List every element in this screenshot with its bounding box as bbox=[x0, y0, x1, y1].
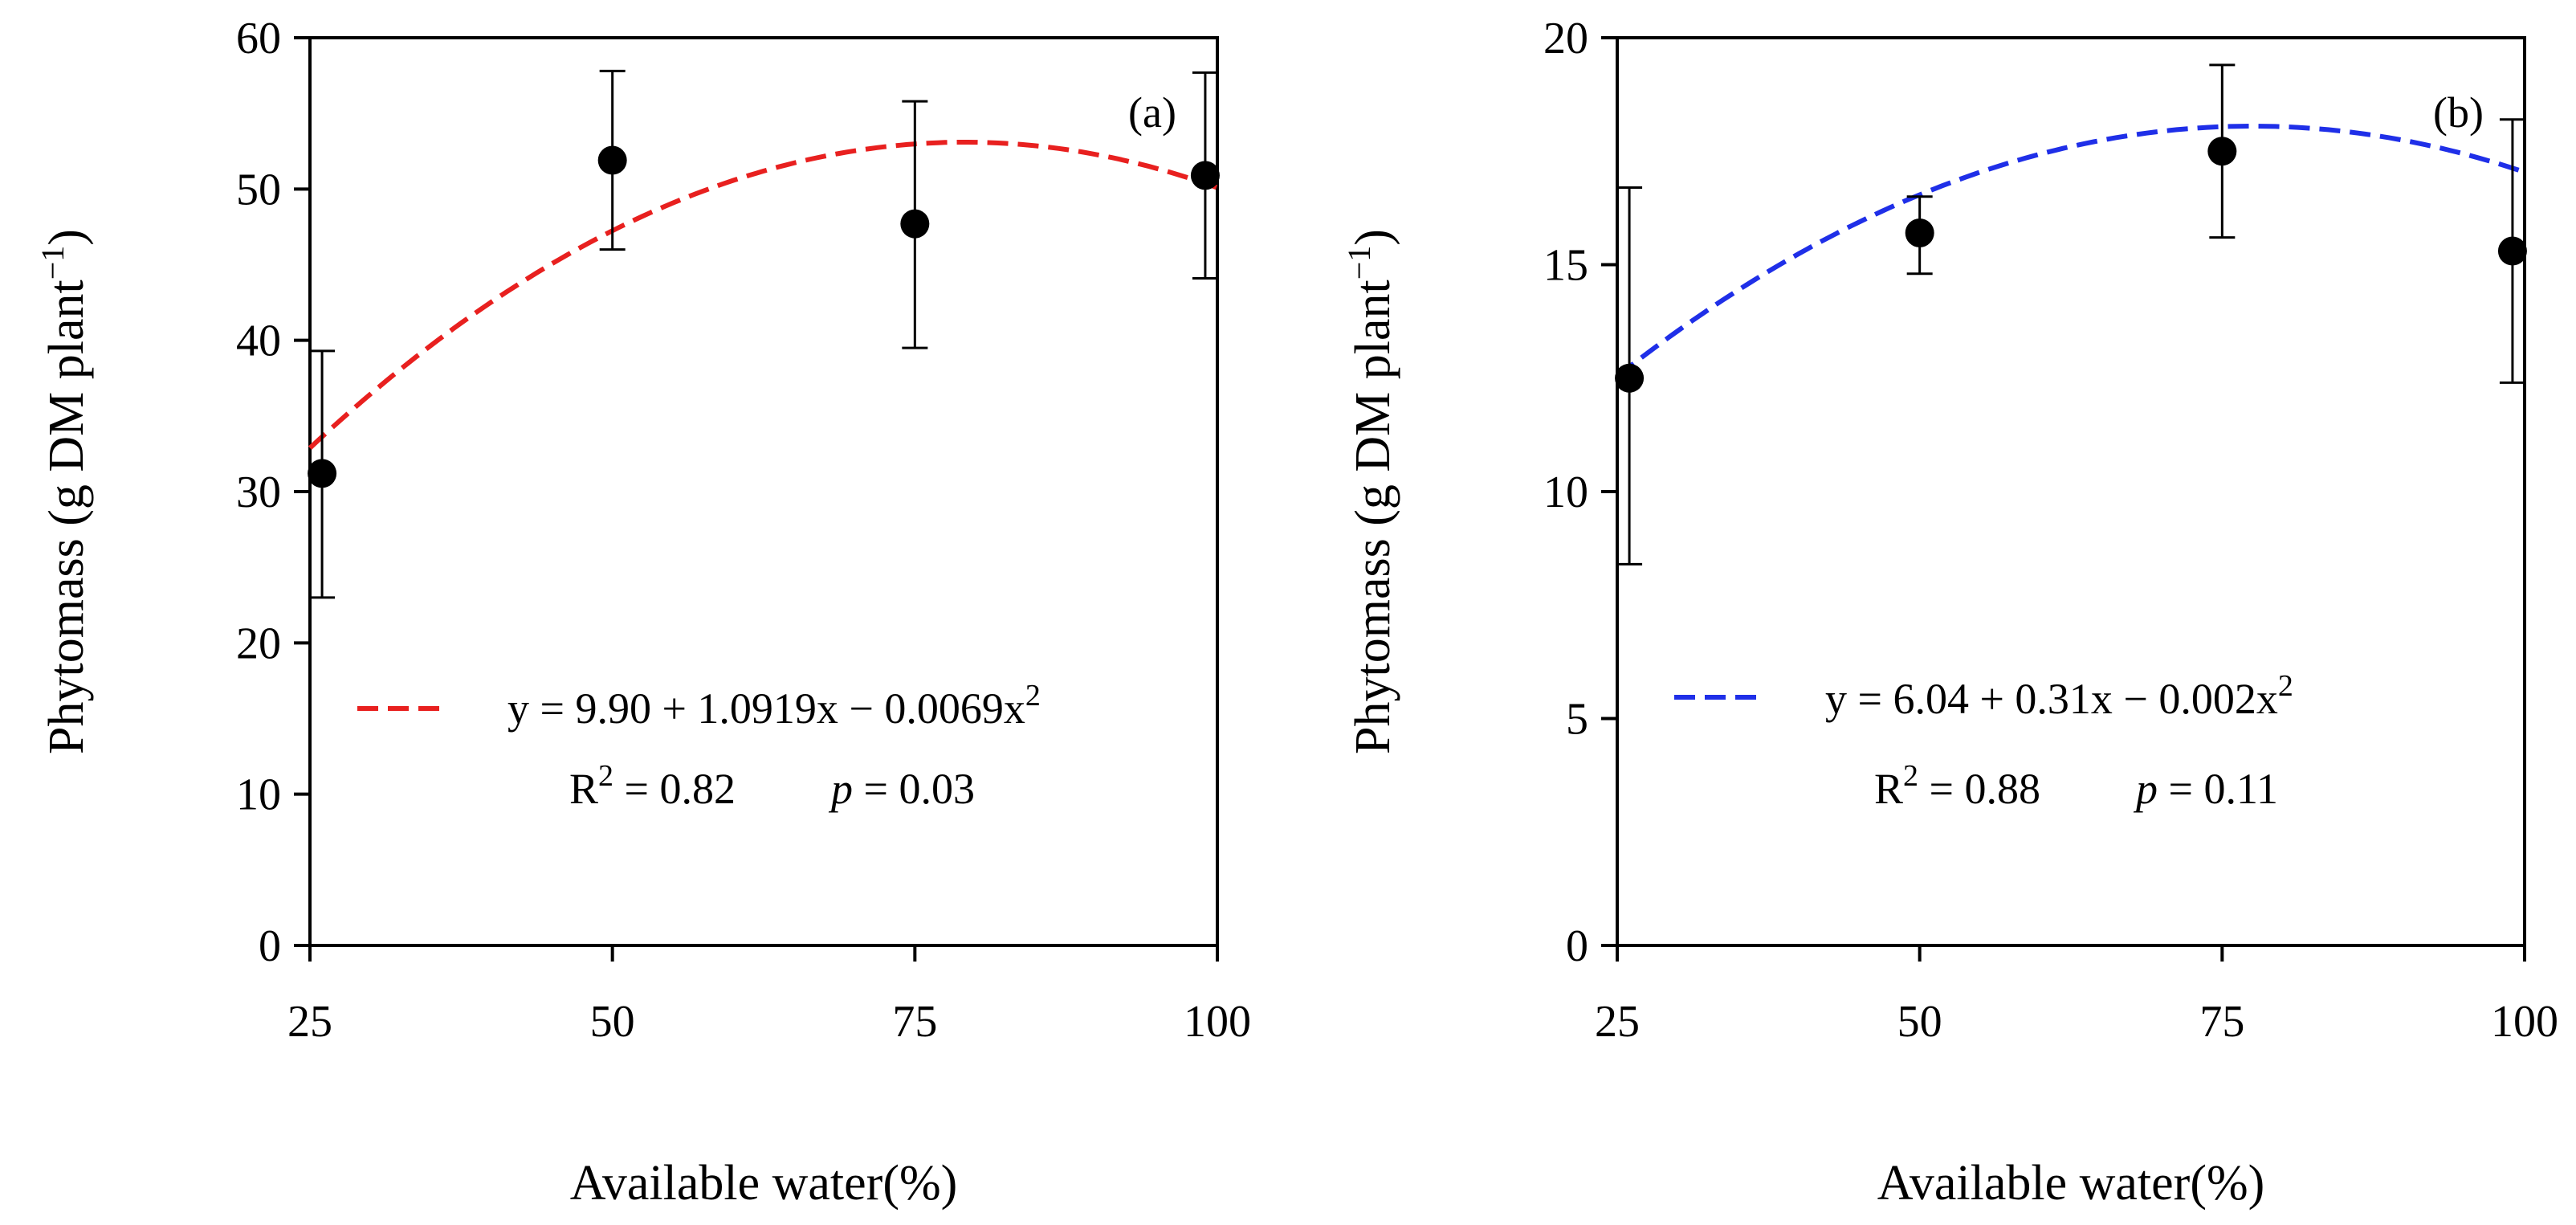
panel-b-x-axis-title: Available water(%) bbox=[1877, 1156, 2265, 1211]
panel-b-point-group bbox=[2497, 118, 2527, 384]
panel-a-y-tick-label: 60 bbox=[236, 14, 281, 63]
panel-a-equation-sup: 2 bbox=[1025, 679, 1041, 713]
panel-b-x-axis: 25 50 75 100 bbox=[1595, 945, 2558, 1047]
panel-b-stats: R2 = 0.88 p = 0.11 bbox=[1874, 759, 2278, 813]
panel-b-y-tick-label: 5 bbox=[1566, 695, 1588, 745]
panel-a-y-tick-label: 40 bbox=[236, 316, 281, 366]
panel-b-y-axis-title-sup: −1 bbox=[1341, 246, 1377, 280]
panel-a-data-point bbox=[900, 209, 930, 239]
panel-a-y-axis-title-sup: −1 bbox=[35, 246, 71, 280]
panel-a-y-axis-title-main: Phytomass (g DM plant bbox=[39, 280, 94, 754]
panel-a-r2-sup: 2 bbox=[598, 759, 613, 793]
panel-b-fit-curve bbox=[1616, 123, 2525, 378]
panel-b-label: (b) bbox=[2433, 88, 2484, 137]
panel-b-data-point bbox=[2207, 137, 2237, 166]
panel-b-y-axis-title: Phytomass (g DM plant−1) bbox=[1341, 229, 1400, 754]
panel-b-x-tick-label: 50 bbox=[1897, 997, 1942, 1047]
panel-b-y-tick-label: 0 bbox=[1566, 921, 1588, 971]
panel-b-frame bbox=[1616, 36, 2526, 947]
panel-b-data-point bbox=[2497, 236, 2527, 266]
panel-a-y-tick-label: 50 bbox=[236, 165, 281, 214]
panel-b-points-group bbox=[1615, 63, 2527, 566]
panel-b-data-point bbox=[1615, 363, 1645, 393]
panel-a: 0 10 20 30 40 50 60 25 50 75 100 (a) Available wa… bbox=[35, 14, 1251, 1211]
panel-b-y-axis-title-main: Phytomass (g DM plant bbox=[1346, 280, 1400, 754]
panel-b-x-tick-label: 75 bbox=[2199, 997, 2244, 1047]
panel-a-label: (a) bbox=[1128, 88, 1176, 137]
panel-a-equation: y = 9.90 + 1.0919x − 0.0069x2 bbox=[507, 679, 1041, 733]
panel-b-point-group bbox=[1615, 186, 1645, 566]
panel-a-y-tick-label: 10 bbox=[236, 770, 281, 820]
panel-a-r2-label: R bbox=[569, 765, 598, 813]
panel-b-x-tick-label: 25 bbox=[1595, 997, 1640, 1047]
panel-a-p-symbol: p bbox=[828, 765, 853, 813]
panel-a-x-tick-label: 100 bbox=[1184, 997, 1251, 1047]
panel-a-y-axis: 0 10 20 30 40 50 60 bbox=[236, 14, 310, 971]
panel-a-fit-group bbox=[308, 140, 1218, 450]
panel-a-x-tick-label: 25 bbox=[287, 997, 332, 1047]
panel-a-p-value: = 0.03 bbox=[853, 765, 975, 813]
panel-b-point-group bbox=[2207, 63, 2237, 239]
panel-a-y-tick-label: 30 bbox=[236, 468, 281, 517]
panel-a-point-group bbox=[900, 100, 930, 349]
panel-a-equation-main: y = 9.90 + 1.0919x − 0.0069x bbox=[507, 684, 1025, 733]
panel-b-x-tick-label: 100 bbox=[2491, 997, 2558, 1047]
panel-a-r2-value: = 0.82 bbox=[613, 765, 736, 813]
panel-b-r2-sup: 2 bbox=[1903, 759, 1918, 793]
panel-b-equation: y = 6.04 + 0.31x − 0.002x2 bbox=[1825, 669, 2293, 723]
panel-b-fit-group bbox=[1616, 123, 2525, 378]
panel-a-y-tick-label: 0 bbox=[259, 921, 281, 971]
panel-b-equation-main: y = 6.04 + 0.31x − 0.002x bbox=[1825, 675, 2278, 723]
panel-a-point-group bbox=[597, 69, 627, 251]
panel-b-r2-value: = 0.88 bbox=[1918, 765, 2040, 813]
panel-a-x-axis-title: Available water(%) bbox=[570, 1156, 958, 1211]
panel-b-r2-label: R bbox=[1874, 765, 1903, 813]
panel-b-equation-sup: 2 bbox=[2278, 669, 2293, 703]
panel-a-x-tick-label: 50 bbox=[590, 997, 635, 1047]
panel-b-y-tick-label: 20 bbox=[1543, 14, 1588, 63]
panel-a-fit-curve bbox=[308, 140, 1218, 450]
panel-b-y-axis: 0 5 10 15 20 bbox=[1543, 14, 1617, 971]
panel-b: 0 5 10 15 20 25 50 75 100 (b) Available water(%… bbox=[1341, 14, 2558, 1211]
panel-a-data-point bbox=[597, 145, 627, 175]
panel-b-p-value: = 0.11 bbox=[2158, 765, 2278, 813]
panel-a-y-tick-label: 20 bbox=[236, 619, 281, 668]
panel-b-y-tick-label: 15 bbox=[1543, 241, 1588, 291]
panel-b-point-group bbox=[1905, 195, 1934, 276]
panel-a-y-axis-title: Phytomass (g DM plant−1) bbox=[35, 229, 94, 754]
panel-a-x-axis: 25 50 75 100 bbox=[287, 945, 1251, 1047]
panel-a-point-group bbox=[1190, 71, 1220, 280]
panel-a-data-point bbox=[308, 459, 337, 488]
panel-b-data-point bbox=[1905, 218, 1934, 247]
panel-a-stats: R2 = 0.82 p = 0.03 bbox=[569, 759, 975, 813]
panel-a-frame bbox=[308, 36, 1219, 947]
panel-a-data-point bbox=[1190, 161, 1220, 190]
panel-a-y-axis-title-close: ) bbox=[39, 229, 94, 246]
panel-a-point-group bbox=[308, 349, 337, 599]
panel-a-points-group bbox=[308, 69, 1220, 599]
panel-a-x-tick-label: 75 bbox=[892, 997, 937, 1047]
panel-b-y-tick-label: 10 bbox=[1543, 468, 1588, 517]
panel-b-p-symbol: p bbox=[2133, 765, 2158, 813]
panel-b-y-axis-title-close: ) bbox=[1346, 229, 1400, 246]
